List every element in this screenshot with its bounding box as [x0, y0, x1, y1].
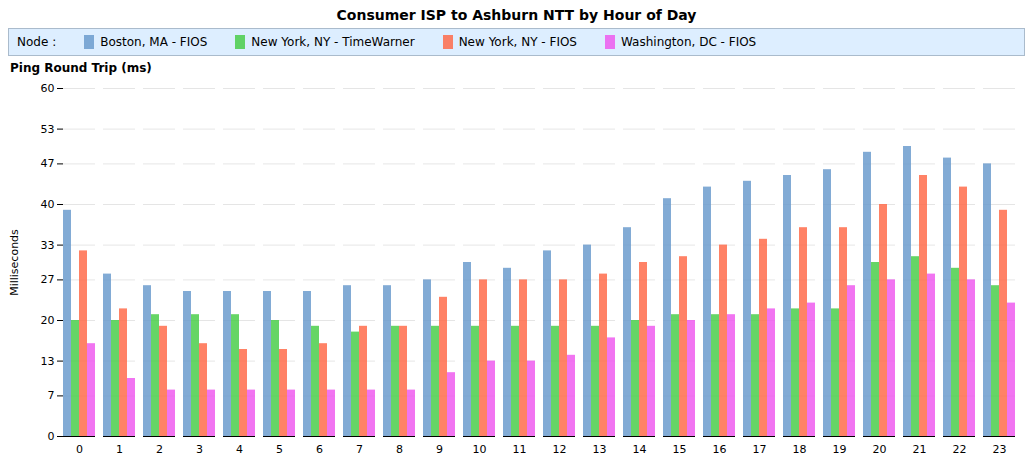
- svg-text:47: 47: [41, 157, 55, 170]
- svg-text:7: 7: [48, 389, 55, 402]
- svg-text:8: 8: [396, 443, 403, 456]
- svg-text:21: 21: [913, 443, 927, 456]
- svg-text:12: 12: [553, 443, 567, 456]
- svg-text:22: 22: [953, 443, 967, 456]
- svg-text:60: 60: [41, 82, 55, 95]
- svg-text:0: 0: [48, 430, 55, 443]
- svg-text:1: 1: [116, 443, 123, 456]
- html-text:Boston, MA - FIOS: Boston, MA - FIOS: [100, 35, 208, 49]
- svg-text:5: 5: [276, 443, 283, 456]
- svg-text:20: 20: [41, 314, 55, 327]
- svg-text:18: 18: [793, 443, 807, 456]
- svg-text:23: 23: [993, 443, 1007, 456]
- svg-text:9: 9: [436, 443, 443, 456]
- svg-text:27: 27: [41, 273, 55, 286]
- svg-text:13: 13: [41, 355, 55, 368]
- html-text:Washington, DC - FIOS: Washington, DC - FIOS: [621, 35, 757, 49]
- svg-text:33: 33: [41, 239, 55, 252]
- svg-text:40: 40: [41, 198, 55, 211]
- svg-text:6: 6: [316, 443, 323, 456]
- svg-text:3: 3: [196, 443, 203, 456]
- svg-text:20: 20: [873, 443, 887, 456]
- html-text:New York, NY - FIOS: New York, NY - FIOS: [458, 35, 577, 49]
- svg-text:14: 14: [633, 443, 647, 456]
- html-text:Consumer ISP to Ashburn NTT by: Consumer ISP to Ashburn NTT by Hour of D…: [336, 7, 697, 23]
- svg-text:Milliseconds: Milliseconds: [8, 229, 21, 296]
- html-text:Node :: Node :: [17, 35, 57, 49]
- svg-text:0: 0: [76, 443, 83, 456]
- svg-text:11: 11: [513, 443, 527, 456]
- svg-text:15: 15: [673, 443, 687, 456]
- svg-text:19: 19: [833, 443, 847, 456]
- html-text:New York, NY - TimeWarner: New York, NY - TimeWarner: [251, 35, 415, 49]
- svg-text:4: 4: [236, 443, 243, 456]
- svg-text:10: 10: [473, 443, 487, 456]
- svg-text:53: 53: [41, 123, 55, 136]
- svg-text:7: 7: [356, 443, 363, 456]
- svg-text:16: 16: [713, 443, 727, 456]
- svg-text:13: 13: [593, 443, 607, 456]
- svg-text:2: 2: [156, 443, 163, 456]
- html-text:Ping Round Trip (ms): Ping Round Trip (ms): [10, 61, 152, 75]
- svg-text:17: 17: [753, 443, 767, 456]
